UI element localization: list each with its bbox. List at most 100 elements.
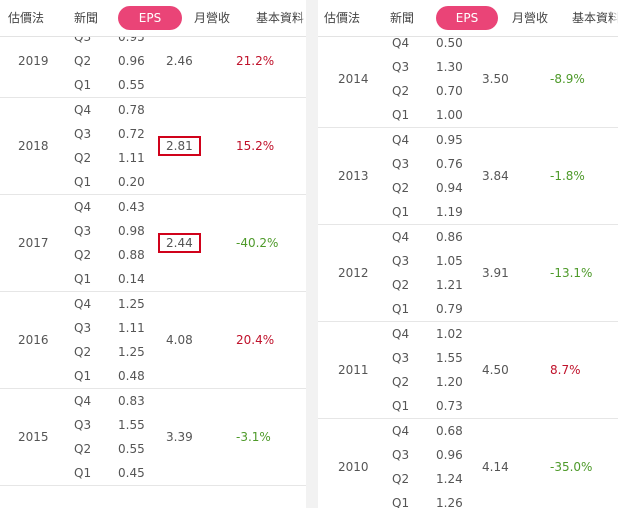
- tab-eps[interactable]: EPS: [436, 6, 498, 30]
- quarter-label: Q1: [392, 496, 410, 508]
- year-text: 2019: [18, 54, 49, 68]
- tab-valuation[interactable]: 估價法: [8, 11, 45, 25]
- quarter-eps-line: Q1 1.00: [392, 103, 463, 127]
- quarter-eps-value: 0.70: [436, 84, 463, 98]
- year-row[interactable]: 2012 Q4 0.86 Q3 1.05 Q2 1.21 Q1 0.79 3.91 -13.1%: [318, 225, 618, 322]
- tab-monthly-revenue[interactable]: 月營收: [194, 11, 231, 25]
- quarter-label: Q4: [392, 424, 410, 438]
- quarter-eps-value: 0.55: [118, 78, 145, 92]
- annual-eps: 2.46: [166, 37, 193, 97]
- quarter-eps-value: 0.20: [118, 175, 145, 189]
- annual-eps: 3.84: [482, 128, 509, 224]
- quarter-eps-line: Q4 1.02: [392, 322, 463, 346]
- quarter-eps-value: 0.76: [436, 157, 463, 171]
- quarter-eps-line: Q3 1.05: [392, 249, 463, 273]
- tab-basic-info[interactable]: 基本資料: [572, 11, 618, 25]
- quarter-eps-line: Q4 0.50: [392, 37, 463, 55]
- quarter-label: Q1: [392, 399, 410, 413]
- quarter-eps-value: 1.05: [436, 254, 463, 268]
- annual-eps: 4.14: [482, 419, 509, 508]
- quarter-eps-line: Q2 0.55: [74, 437, 145, 461]
- year-row[interactable]: 2015 Q4 0.83 Q3 1.55 Q2 0.55 Q1 0.45 3.39 -3.1%: [0, 389, 306, 486]
- quarter-list: Q3 0.95 Q2 0.96 Q1 0.55: [74, 37, 145, 97]
- eps-table[interactable]: 2019 Q3 0.95 Q2 0.96 Q1 0.55 2.46 21.2% 2018 Q4 0.7…: [0, 37, 306, 508]
- quarter-label: Q2: [74, 151, 92, 165]
- growth-value: -35.0%: [550, 460, 593, 474]
- annual-eps: 3.39: [166, 389, 193, 485]
- quarter-eps-line: Q2 1.21: [392, 273, 463, 297]
- quarter-label: Q2: [392, 84, 410, 98]
- quarter-list: Q4 0.43 Q3 0.98 Q2 0.88 Q1 0.14: [74, 195, 145, 291]
- quarter-eps-value: 0.98: [118, 224, 145, 238]
- annual-eps-highlighted: 2.44: [158, 233, 201, 253]
- quarter-label: Q1: [74, 78, 92, 92]
- annual-eps-highlighted: 2.81: [158, 136, 201, 156]
- year-text: 2010: [338, 460, 369, 474]
- quarter-eps-line: Q3 1.55: [392, 346, 463, 370]
- year-row[interactable]: 2019 Q3 0.95 Q2 0.96 Q1 0.55 2.46 21.2%: [0, 37, 306, 98]
- quarter-eps-value: 0.96: [436, 448, 463, 462]
- quarter-label: Q2: [392, 278, 410, 292]
- quarter-eps-value: 0.72: [118, 127, 145, 141]
- eps-growth-rate: -40.2%: [236, 195, 278, 291]
- quarter-label: Q3: [74, 224, 92, 238]
- year-text: 2018: [18, 139, 49, 153]
- annual-eps: 2.44: [158, 195, 201, 291]
- quarter-eps-value: 1.20: [436, 375, 463, 389]
- annual-eps-value: 4.08: [166, 333, 193, 347]
- quarter-eps-line: Q4 1.25: [74, 292, 145, 316]
- growth-value: 8.7%: [550, 363, 581, 377]
- quarter-label: Q3: [74, 127, 92, 141]
- tab-bar: 估價法 新聞 EPS 月營收 基本資料: [0, 0, 306, 36]
- quarter-eps-value: 0.73: [436, 399, 463, 413]
- quarter-eps-line: Q2 1.24: [392, 467, 463, 491]
- quarter-eps-value: 0.43: [118, 200, 145, 214]
- quarter-eps-line: Q4 0.68: [392, 419, 463, 443]
- year-row[interactable]: 2017 Q4 0.43 Q3 0.98 Q2 0.88 Q1 0.14 2.44 -40.2%: [0, 195, 306, 292]
- quarter-eps-line: Q4 0.95: [392, 128, 463, 152]
- quarter-label: Q3: [74, 418, 92, 432]
- quarter-eps-line: Q1 0.79: [392, 297, 463, 321]
- quarter-eps-value: 0.45: [118, 466, 145, 480]
- quarter-label: Q4: [74, 200, 92, 214]
- tab-valuation[interactable]: 估價法: [324, 11, 361, 25]
- annual-eps-value: 4.50: [482, 363, 509, 377]
- quarter-label: Q1: [392, 108, 410, 122]
- quarter-eps-line: Q2 0.96: [74, 49, 145, 73]
- quarter-eps-value: 1.19: [436, 205, 463, 219]
- quarter-eps-line: Q2 1.20: [392, 370, 463, 394]
- eps-table[interactable]: 2014 Q4 0.50 Q3 1.30 Q2 0.70 Q1 1.00 3.50 -8.9% 201…: [318, 37, 618, 508]
- quarter-label: Q4: [74, 394, 92, 408]
- year-label: 2019: [18, 37, 49, 97]
- tab-monthly-revenue[interactable]: 月營收: [512, 11, 549, 25]
- quarter-list: Q4 1.02 Q3 1.55 Q2 1.20 Q1 0.73: [392, 322, 463, 418]
- quarter-eps-line: Q2 0.88: [74, 243, 145, 267]
- year-row[interactable]: 2018 Q4 0.78 Q3 0.72 Q2 1.11 Q1 0.20 2.81 15.2%: [0, 98, 306, 195]
- tab-news[interactable]: 新聞: [74, 11, 99, 25]
- quarter-eps-value: 1.55: [436, 351, 463, 365]
- quarter-label: Q3: [392, 254, 410, 268]
- tab-basic-info[interactable]: 基本資料: [256, 11, 305, 25]
- year-row[interactable]: 2013 Q4 0.95 Q3 0.76 Q2 0.94 Q1 1.19 3.84 -1.8%: [318, 128, 618, 225]
- quarter-eps-line: Q1 0.45: [74, 461, 145, 485]
- year-row[interactable]: 2014 Q4 0.50 Q3 1.30 Q2 0.70 Q1 1.00 3.50 -8.9%: [318, 37, 618, 128]
- quarter-eps-line: Q3 1.30: [392, 55, 463, 79]
- tab-overflow-fade: [300, 0, 306, 36]
- year-text: 2014: [338, 72, 369, 86]
- quarter-label: Q1: [392, 302, 410, 316]
- quarter-eps-value: 0.78: [118, 103, 145, 117]
- year-row[interactable]: 2011 Q4 1.02 Q3 1.55 Q2 1.20 Q1 0.73 4.50 8.7%: [318, 322, 618, 419]
- quarter-eps-line: Q3 0.96: [392, 443, 463, 467]
- quarter-label: Q2: [74, 54, 92, 68]
- tab-news[interactable]: 新聞: [390, 11, 415, 25]
- quarter-label: Q2: [392, 472, 410, 486]
- quarter-label: Q4: [392, 230, 410, 244]
- quarter-label: Q1: [392, 205, 410, 219]
- tab-bar: 估價法 新聞 EPS 月營收 基本資料: [318, 0, 618, 36]
- quarter-eps-value: 0.95: [436, 133, 463, 147]
- year-row[interactable]: 2010 Q4 0.68 Q3 0.96 Q2 1.24 Q1 1.26 4.14 -35.0%: [318, 419, 618, 508]
- quarter-label: Q2: [74, 248, 92, 262]
- tab-eps[interactable]: EPS: [118, 6, 182, 30]
- year-row[interactable]: 2016 Q4 1.25 Q3 1.11 Q2 1.25 Q1 0.48 4.08 20.4%: [0, 292, 306, 389]
- quarter-eps-value: 1.25: [118, 345, 145, 359]
